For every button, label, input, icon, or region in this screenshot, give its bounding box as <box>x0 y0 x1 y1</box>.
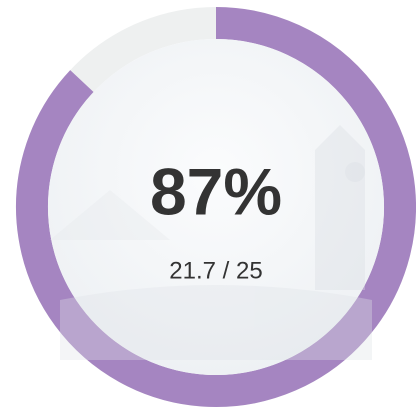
progress-arc <box>16 7 416 407</box>
value-label: 87% <box>150 154 282 228</box>
subtitle: 21.7 / 25 <box>169 257 262 284</box>
inner-disc <box>48 39 384 375</box>
background-illustration <box>50 125 372 360</box>
